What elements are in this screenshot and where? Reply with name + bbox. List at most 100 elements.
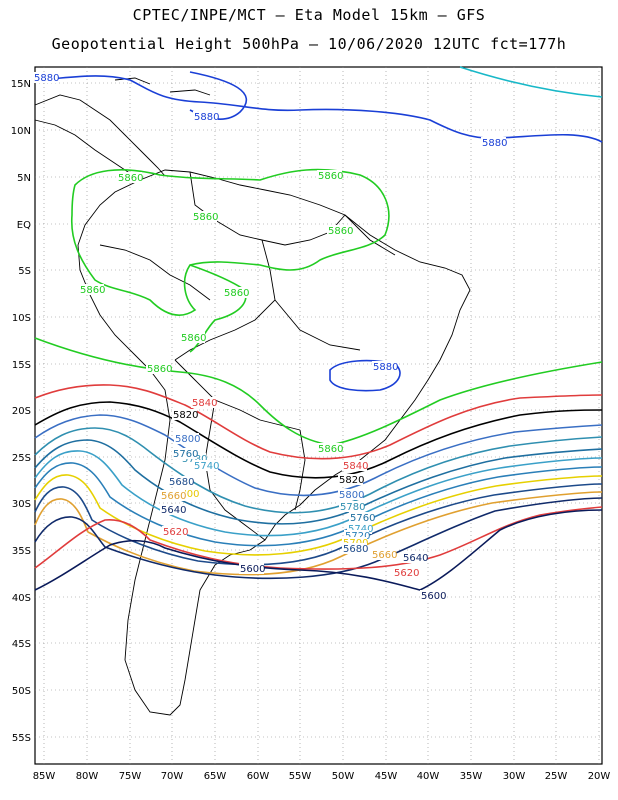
contour-label-c5820-e: 5820 [339,475,364,486]
lat-tick-20s: 20S [12,406,31,417]
lat-tick-45s: 45S [12,639,31,650]
contour-label-c5860-i: 5860 [318,444,343,455]
lat-tick-5s: 5S [18,266,31,277]
contour-label-bg-c5800-e [338,489,363,500]
lat-tick-10n: 10N [11,126,31,137]
lon-tick-85w: 85W [33,771,56,782]
lat-tick-50s: 50S [12,686,31,697]
contour-label-bg-c5860-c [192,211,217,222]
contour-label-bg-c5680-w [168,476,193,487]
contour-label-bg-c5860-g [180,332,205,343]
contour-label-c5880-brz: 5880 [373,362,398,373]
contour-label-bg-c5860-b [317,170,342,181]
latitude-tick-labels: 15N 10N 5N EQ 5S 10S 15S 20S 25S 30S 35S 40S 45S 50S 5… [11,79,31,744]
lon-tick-65w: 65W [204,771,227,782]
lon-tick-25w: 25W [545,771,568,782]
contour-label-c5720-e: 5720 [345,531,370,542]
contour-labels: 5880 5880 5880 5860 5860 5860 5860 5860 5860 5860… [33,72,507,602]
contour-label-bg-c5760-e [349,512,374,523]
contour-label-c5880-nw: 5880 [34,73,59,84]
lon-tick-75w: 75W [119,771,142,782]
contour-label-bg-c5820-e [338,474,363,485]
lat-tick-eq: EQ [17,220,31,231]
contour-label-c5680-w: 5680 [169,477,194,488]
contours [34,66,603,591]
contour-label-bg-c5840-e [342,460,367,471]
contour-label-c5840-e: 5840 [343,461,368,472]
contour-label-bg-c5700-w [173,488,198,499]
contour-label-c5800-w: 5800 [175,434,200,445]
contour-label-bg-c5860-h [146,363,171,374]
lon-tick-30w: 30W [503,771,526,782]
lon-tick-45w: 45W [375,771,398,782]
contour-label-c5640-e: 5640 [403,553,428,564]
lat-tick-15s: 15S [12,360,31,371]
lat-tick-35s: 35S [12,546,31,557]
lat-tick-5n: 5N [17,173,31,184]
lon-tick-70w: 70W [161,771,184,782]
contour-label-c5880-ne: 5880 [482,138,507,149]
contour-label-bg-c5820-w [172,409,197,420]
contour-label-c5860-b: 5860 [318,171,343,182]
lat-tick-30s: 30S [12,499,31,510]
contour-label-c5760-w: 5760 [173,449,198,460]
lat-tick-55s: 55S [12,733,31,744]
contour-label-bg-c5860-a [117,172,142,183]
contour-label-c5620-w: 5620 [163,527,188,538]
contour-label-bg-c5600-e [420,590,445,601]
contour-label-c5860-h: 5860 [147,364,172,375]
contour-label-c5740-e: 5740 [348,524,373,535]
contour-label-bg-c5860-f [223,287,248,298]
contour-label-c5780-w: 5780 [182,454,207,465]
contour-label-bg-c5840-w [191,397,216,408]
contour-label-bg-c5860-i [317,443,342,454]
contour-label-c5660-w: 5660 [161,491,186,502]
lon-tick-35w: 35W [460,771,483,782]
contour-label-bg-c5880-n [193,111,218,122]
contour-label-bg-c5680-e [342,543,367,554]
contour-label-bg-c5880-brz [372,361,397,372]
contour-label-bg-c5760-w [172,448,197,459]
longitude-tick-labels: 85W 80W 75W 70W 65W 60W 55W 50W 45W 40W 35W 30W 25W 2… [33,771,611,782]
contour-label-bg-c5640-e [402,552,427,563]
contour-label-c5680-e: 5680 [343,544,368,555]
contour-label-bg-c5620-w [162,526,187,537]
contour-label-bg-c5660-w [160,490,185,501]
contour-label-c5860-g: 5860 [181,333,206,344]
contour-label-c5880-n: 5880 [194,112,219,123]
lon-tick-80w: 80W [76,771,99,782]
lat-tick-15n: 15N [11,79,31,90]
contour-label-bg-c5800-w [174,433,199,444]
contour-label-bg-c5660-e [371,549,396,560]
contour-label-bg-c5600-w [239,563,264,574]
lon-tick-55w: 55W [289,771,312,782]
contour-label-c5860-c: 5860 [193,212,218,223]
lat-tick-40s: 40S [12,593,31,604]
contour-label-bg-c5880-ne [481,137,506,148]
contour-label-c5840-w: 5840 [192,398,217,409]
lon-tick-20w: 20W [588,771,611,782]
contour-label-c5860-f: 5860 [224,288,249,299]
contour-label-c5600-w: 5600 [240,564,265,575]
title-line-1: CPTEC/INPE/MCT – Eta Model 15km – GFS [132,6,486,24]
coastline [34,77,471,716]
contour-label-bg-c5860-e [79,284,104,295]
contour-label-bg-c5740-w [193,460,218,471]
contour-label-c5860-e: 5860 [80,285,105,296]
lat-tick-25s: 25S [12,453,31,464]
contour-label-c5700-w: 5700 [174,489,199,500]
contour-label-bg-c5740-e [347,523,372,534]
contour-label-bg-c5620-e [393,567,418,578]
map-frame [34,66,603,765]
contour-label-c5860-d: 5860 [328,226,353,237]
contour-label-c5760-e: 5760 [350,513,375,524]
contour-label-bg-c5860-d [327,225,352,236]
title-line-2: Geopotential Height 500hPa – 10/06/2020 … [51,35,567,53]
lon-tick-40w: 40W [417,771,440,782]
contour-label-c5860-a: 5860 [118,173,143,184]
contour-label-bg-c5720-e [344,530,369,541]
contour-label-c5800-e: 5800 [339,490,364,501]
contour-label-c5660-e: 5660 [372,550,397,561]
lon-tick-60w: 60W [247,771,270,782]
